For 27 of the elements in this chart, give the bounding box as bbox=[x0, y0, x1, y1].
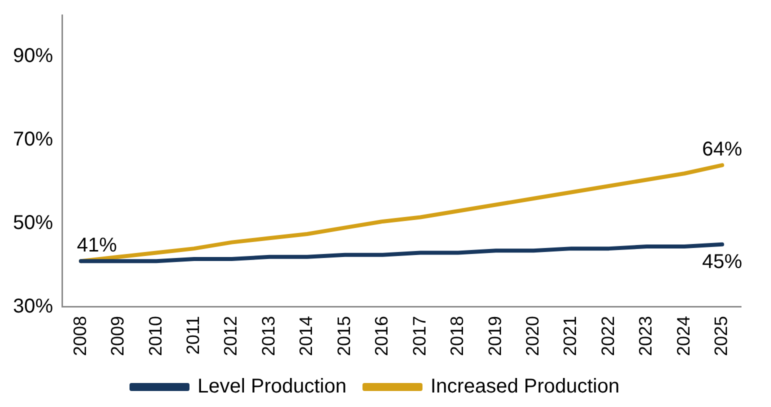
x-tick-label: 2013 bbox=[258, 316, 278, 356]
y-tick-label: 90% bbox=[13, 45, 54, 68]
x-tick-label: 2022 bbox=[598, 316, 618, 356]
legend-label: Level Production bbox=[198, 376, 346, 398]
data-label: 41% bbox=[76, 234, 118, 257]
x-tick-label: 2016 bbox=[372, 316, 392, 356]
x-tick-label: 2021 bbox=[560, 316, 580, 356]
x-tick-label: 2017 bbox=[409, 316, 430, 356]
x-tick-label: 2025 bbox=[711, 316, 732, 356]
x-tick-label: 2020 bbox=[522, 316, 543, 356]
data-label: 45% bbox=[702, 250, 742, 273]
x-tick-label: 2023 bbox=[636, 316, 656, 356]
x-tick-label: 2010 bbox=[145, 316, 166, 356]
y-tick-label: 30% bbox=[13, 295, 54, 318]
data-label: 64% bbox=[702, 138, 742, 161]
x-tick-label: 2012 bbox=[220, 316, 241, 356]
x-tick-label: 2018 bbox=[447, 316, 468, 356]
x-tick-label: 2024 bbox=[673, 316, 694, 356]
x-tick-label: 2009 bbox=[108, 316, 128, 356]
x-tick-label: 2019 bbox=[484, 316, 505, 356]
x-tick-label: 2011 bbox=[183, 316, 204, 355]
y-tick-label: 50% bbox=[13, 212, 54, 234]
x-tick-label: 2008 bbox=[70, 316, 90, 356]
y-tick-label: 70% bbox=[13, 128, 54, 151]
x-tick-label: 2015 bbox=[334, 316, 354, 356]
x-tick-label: 2014 bbox=[296, 316, 316, 356]
legend-label: Increased Production bbox=[430, 376, 620, 398]
